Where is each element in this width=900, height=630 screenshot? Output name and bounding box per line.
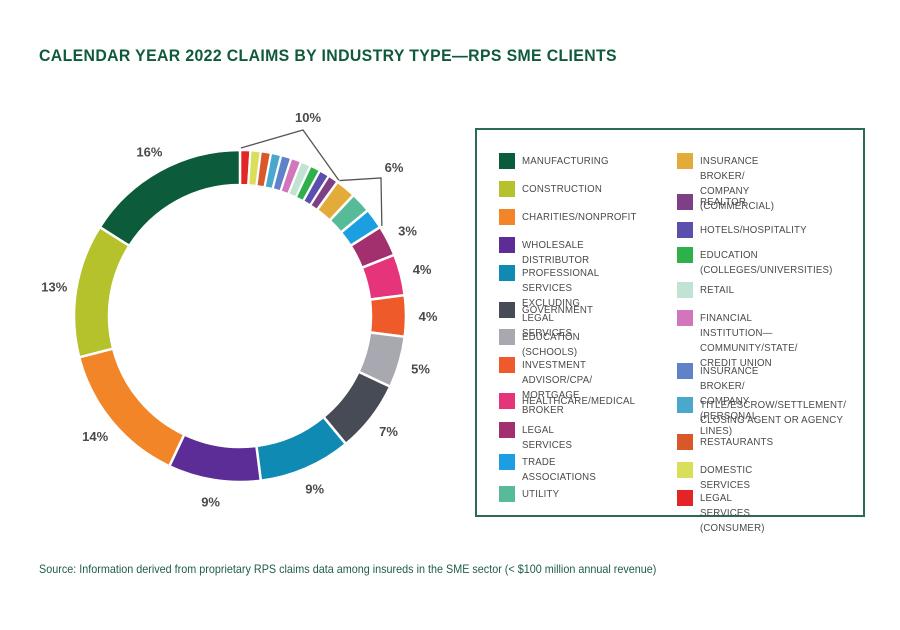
legend-item-realtor: REALTOR (677, 194, 750, 210)
legend-item-domestic-services: DOMESTIC SERVICES (677, 462, 757, 493)
legend-label: LEGAL SERVICES (CONSUMER) (700, 492, 765, 534)
legend-item-retail: RETAIL (677, 282, 737, 298)
legend-label: INSURANCE BROKER/ COMPANY (COMMERCIAL) (700, 155, 775, 212)
legend: MANUFACTURING CONSTRUCTION CHARITIES/NONPR… (475, 128, 865, 534)
legend-item-utility: UTILITY (499, 486, 563, 502)
legend-swatch (499, 209, 515, 225)
source-note: Source: Information derived from proprie… (39, 562, 657, 576)
legend-label: PROFESSIONAL SERVICES EXCLUDING LEGAL SE… (522, 267, 600, 339)
legend-item-insurance-broker-company-commercial: INSURANCE BROKER/ COMPANY (COMMERCIAL) (677, 153, 781, 214)
label-professional-services-excluding-legal-services: 9% (305, 482, 324, 497)
legend-item-restaurants: RESTAURANTS (677, 434, 780, 450)
label-wholesale-distributor: 9% (201, 495, 220, 510)
legend-swatch (677, 282, 693, 298)
legend-swatch (499, 393, 515, 409)
legend-label: TRADE ASSOCIATIONS (522, 456, 596, 483)
legend-label: INVESTMENT ADVISOR/CPA/ MORTGAGE BROKER (522, 359, 593, 416)
legend-item-manufacturing: MANUFACTURING (499, 153, 616, 169)
legend-item-hotels-hospitality: HOTELS/HOSPITALITY (677, 222, 816, 238)
legend-item-legal-services: LEGAL SERVICES (499, 422, 577, 453)
legend-swatch (677, 462, 693, 478)
label-manufacturing: 16% (136, 144, 162, 159)
label-investment-advisor-cpa-mortgage-broker: 4% (419, 309, 438, 324)
legend-label: MANUFACTURING (522, 155, 609, 167)
legend-swatch (677, 247, 693, 263)
group-label-mid: 6% (385, 160, 404, 175)
chart-title: CALENDAR YEAR 2022 CLAIMS BY INDUSTRY TY… (39, 46, 617, 65)
legend-swatch (677, 153, 693, 169)
legend-swatch (677, 363, 693, 379)
legend-item-financial-institution-community-state-credit-union: FINANCIAL INSTITUTION— COMMUNITY/STATE/ … (677, 310, 806, 371)
legend-label: EDUCATION (COLLEGES/UNIVERSITIES) (700, 249, 833, 276)
legend-label: TITLE/ESCROW/SETTLEMENT/ CLOSING AGENT O… (700, 399, 847, 426)
legend-swatch (677, 222, 693, 238)
legend-label: RESTAURANTS (700, 436, 774, 448)
legend-item-education-colleges-universities: EDUCATION (COLLEGES/UNIVERSITIES) (677, 247, 844, 278)
label-charities-nonprofit: 14% (82, 429, 108, 444)
legend-item-charities-nonprofit: CHARITIES/NONPROFIT (499, 209, 647, 225)
label-government: 7% (379, 424, 398, 439)
legend-swatch (677, 490, 693, 506)
legend-item-wholesale-distributor: WHOLESALE DISTRIBUTOR (499, 237, 595, 268)
legend-label: GOVERNMENT (522, 304, 594, 316)
legend-swatch (499, 153, 515, 169)
legend-item-construction: CONSTRUCTION (499, 181, 609, 197)
legend-swatch (499, 329, 515, 345)
legend-item-professional-services-excluding-legal-services: PROFESSIONAL SERVICES EXCLUDING LEGAL SE… (499, 265, 606, 341)
percent-labels: 3% 4% 4% 5% 7% 9% 9% 14% 13% 16% 10% 6% (41, 110, 438, 510)
legend-item-investment-advisor-cpa-mortgage-broker: INVESTMENT ADVISOR/CPA/ MORTGAGE BROKER (499, 357, 598, 418)
bracket-mid (339, 177, 383, 226)
legend-label: FINANCIAL INSTITUTION— COMMUNITY/STATE/ … (700, 312, 798, 369)
legend-swatch (499, 357, 515, 373)
legend-swatch (677, 397, 693, 413)
legend-item-government: GOVERNMENT (499, 302, 599, 318)
legend-item-legal-services-consumer: LEGAL SERVICES (CONSUMER) (677, 490, 770, 536)
legend-label: INSURANCE BROKER/ COMPANY (PERSONAL LINE… (700, 365, 759, 437)
legend-swatch (499, 181, 515, 197)
legend-swatch (677, 434, 693, 450)
legend-item-healthcare-medical: HEALTHCARE/MEDICAL (499, 393, 645, 409)
label-education-schools: 5% (411, 361, 430, 376)
legend-label: REALTOR (700, 196, 747, 208)
slice-wholesale-distributor (167, 432, 263, 484)
legend-item-insurance-broker-company-personal-lines: INSURANCE BROKER/ COMPANY (PERSONAL LINE… (677, 363, 764, 439)
label-construction: 13% (41, 280, 67, 295)
slice-manufacturing (98, 148, 242, 248)
legend-swatch (499, 486, 515, 502)
legend-swatch (499, 302, 515, 318)
slice-investment-advisor-cpa-mortgage-broker (368, 293, 408, 339)
legend-swatch (677, 310, 693, 326)
label-legal-services: 3% (398, 224, 417, 239)
legend-label: EDUCATION (SCHOOLS) (522, 331, 580, 358)
group-label-small: 10% (295, 110, 321, 125)
group-brackets (240, 129, 383, 226)
legend-label: HEALTHCARE/MEDICAL (522, 395, 636, 407)
label-healthcare-medical: 4% (413, 262, 432, 277)
legend-label: UTILITY (522, 488, 560, 500)
legend-label: WHOLESALE DISTRIBUTOR (522, 239, 590, 266)
slice-charities-nonprofit (77, 347, 186, 468)
legend-label: HOTELS/HOSPITALITY (700, 224, 807, 236)
legend-label: CHARITIES/NONPROFIT (522, 211, 637, 223)
legend-label: RETAIL (700, 284, 735, 296)
legend-swatch (499, 454, 515, 470)
legend-item-education-schools: EDUCATION (SCHOOLS) (499, 329, 585, 360)
legend-swatch (499, 237, 515, 253)
legend-swatch (677, 194, 693, 210)
legend-swatch (499, 265, 515, 281)
legend-label: LEGAL SERVICES (522, 424, 573, 451)
donut-slices (72, 148, 408, 484)
bracket-small (240, 129, 340, 181)
legend-label: CONSTRUCTION (522, 183, 603, 195)
legend-label: DOMESTIC SERVICES (700, 464, 753, 491)
slice-professional-services-excluding-legal-services (255, 415, 348, 483)
legend-item-trade-associations: TRADE ASSOCIATIONS (499, 454, 602, 485)
slice-construction (72, 225, 132, 359)
legend-item-title-escrow-settlement-closing-agent-or-agency: TITLE/ESCROW/SETTLEMENT/ CLOSING AGENT O… (677, 397, 859, 428)
legend-swatch (499, 422, 515, 438)
